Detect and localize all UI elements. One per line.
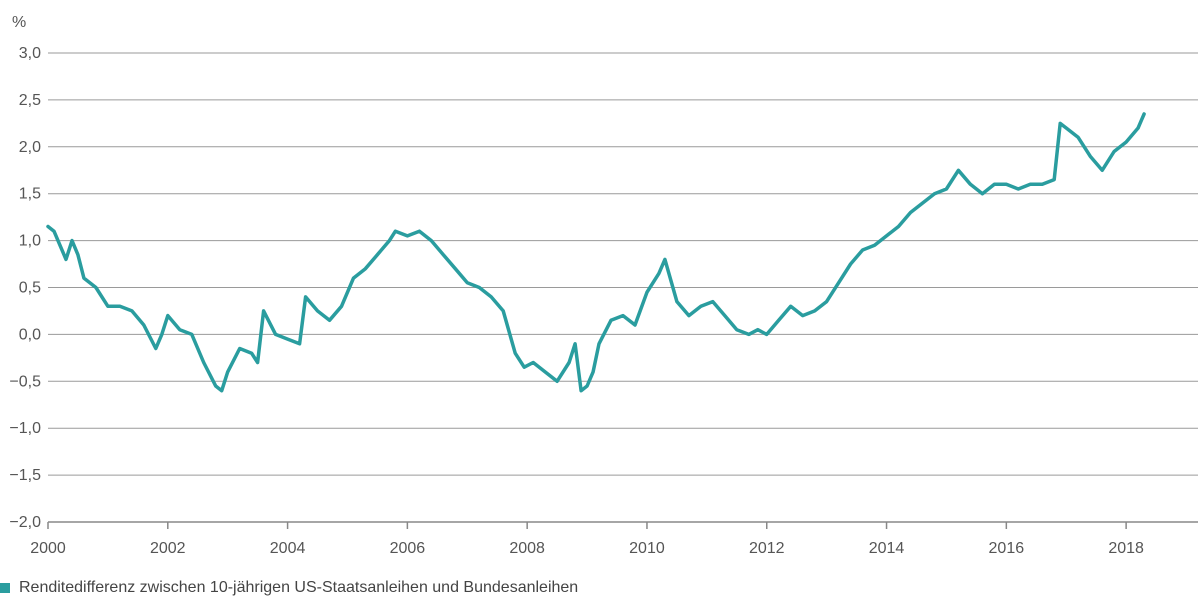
x-tick-label: 2012 [749,540,785,557]
y-tick-label: −2,0 [9,514,41,531]
x-tick-label: 2004 [270,540,306,557]
y-tick-label: 0,0 [19,326,41,343]
y-tick-label: 3,0 [19,45,41,62]
x-tick-label: 2006 [390,540,426,557]
x-tick-label: 2010 [629,540,665,557]
y-axis-unit-label: % [12,14,26,31]
y-tick-label: −1,0 [9,420,41,437]
legend-label: Renditedifferenz zwischen 10-jährigen US… [19,579,579,596]
y-tick-label: −0,5 [9,373,41,390]
x-tick-label: 2002 [150,540,186,557]
legend-swatch [0,583,10,593]
y-tick-label: 2,0 [19,139,41,156]
chart-svg: −2,0 −1,5 −1,0 −0,5 0,0 0,5 1,0 1,5 2,0 2,5 3,0% 20… [9,14,1198,557]
y-tick-label: 1,5 [19,186,41,203]
x-tick-label: 2018 [1108,540,1144,557]
y-tick-label: 0,5 [19,280,41,297]
x-tick-label: 2008 [509,540,545,557]
x-tick-label: 2014 [869,540,905,557]
y-tick-label: −1,5 [9,467,41,484]
x-tick-label: 2000 [30,540,66,557]
x-tick-label: 2016 [989,540,1025,557]
legend: Renditedifferenz zwischen 10-jährigen US… [0,577,578,599]
y-tick-label: 1,0 [19,233,41,250]
series-line [46,112,1146,393]
y-tick-label: 2,5 [19,92,41,109]
